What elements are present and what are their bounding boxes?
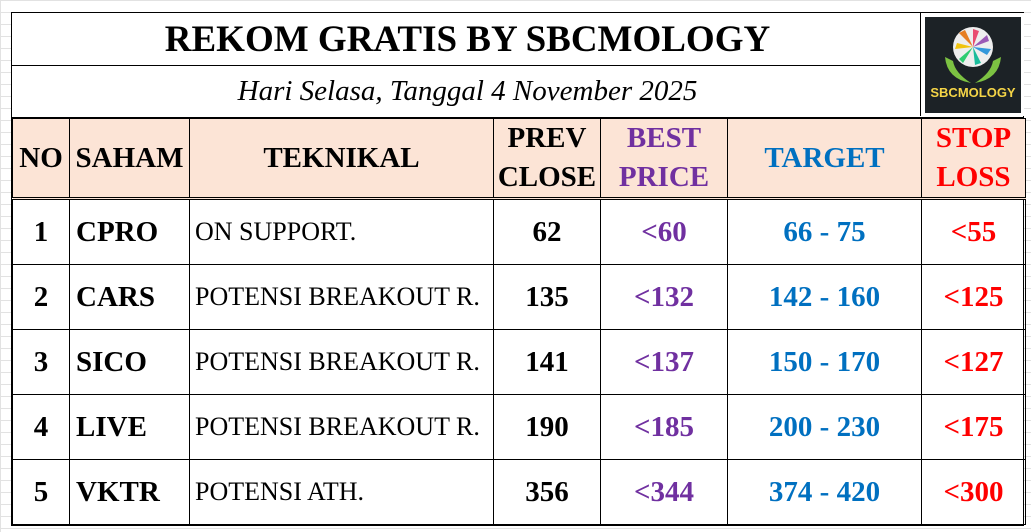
header-target: TARGET	[727, 118, 922, 200]
recommendation-sheet: REKOM GRATIS BY SBCMOLOGY Hari Selasa, T…	[11, 12, 1026, 526]
cell-prev-close: 190	[493, 394, 601, 460]
cell-saham: VKTR	[69, 459, 190, 525]
cell-prev-close: 356	[493, 459, 601, 525]
cell-saham: CARS	[69, 264, 190, 330]
cell-teknikal: ON SUPPORT.	[189, 198, 494, 265]
header-best-price: BEST PRICE	[600, 118, 728, 200]
logo-text: SBCMOLOGY	[930, 85, 1016, 100]
cell-prev-close: 135	[493, 264, 601, 330]
cell-stop-loss: <300	[921, 459, 1026, 525]
cell-stop-loss: <175	[921, 394, 1026, 460]
header-no: NO	[12, 118, 70, 200]
cell-target: 374 - 420	[727, 459, 922, 525]
header-prev-line2: CLOSE	[497, 161, 597, 193]
table-row: 3 SICO POTENSI BREAKOUT R. 141 <137 150 - 170…	[12, 329, 1026, 395]
cell-stop-loss: <55	[921, 198, 1026, 265]
header-stop-line2: LOSS	[936, 161, 1011, 193]
cell-saham: LIVE	[69, 394, 190, 460]
cell-teknikal: POTENSI BREAKOUT R.	[189, 394, 494, 460]
cell-stop-loss: <127	[921, 329, 1026, 395]
cell-teknikal: POTENSI BREAKOUT R.	[189, 329, 494, 395]
cell-teknikal: POTENSI ATH.	[189, 459, 494, 525]
cell-no: 4	[12, 394, 70, 460]
table-row: 2 CARS POTENSI BREAKOUT R. 135 <132 142 - 160…	[12, 264, 1026, 330]
cell-best-price: <137	[600, 329, 728, 395]
table-row: 4 LIVE POTENSI BREAKOUT R. 190 <185 200 - 230…	[12, 394, 1026, 460]
cell-best-price: <132	[600, 264, 728, 330]
cell-stop-loss: <125	[921, 264, 1026, 330]
sheet-date: Hari Selasa, Tanggal 4 November 2025	[12, 66, 1023, 118]
flower-hands-icon: SBCMOLOGY	[930, 26, 1016, 100]
header-stop-line1: STOP	[935, 122, 1012, 154]
recommendation-table: NO SAHAM TEKNIKAL PREV CLOSE BEST PRICE TA…	[12, 118, 1026, 525]
cell-saham: SICO	[69, 329, 190, 395]
cell-no: 5	[12, 459, 70, 525]
cell-target: 66 - 75	[727, 198, 922, 265]
cell-best-price: <344	[600, 459, 728, 525]
sheet-title: REKOM GRATIS BY SBCMOLOGY	[12, 13, 1023, 66]
cell-prev-close: 62	[493, 198, 601, 265]
cell-target: 200 - 230	[727, 394, 922, 460]
header-stop-loss: STOP LOSS	[921, 118, 1026, 200]
cell-target: 150 - 170	[727, 329, 922, 395]
header-teknikal: TEKNIKAL	[189, 118, 494, 200]
header-best-line2: PRICE	[618, 161, 710, 193]
cell-best-price: <185	[600, 394, 728, 460]
cell-target: 142 - 160	[727, 264, 922, 330]
cell-no: 3	[12, 329, 70, 395]
cell-no: 1	[12, 198, 70, 265]
cell-prev-close: 141	[493, 329, 601, 395]
table-row: 5 VKTR POTENSI ATH. 356 <344 374 - 420 <300	[12, 459, 1026, 525]
header-prev-close: PREV CLOSE	[493, 118, 601, 200]
header-row: NO SAHAM TEKNIKAL PREV CLOSE BEST PRICE TA…	[12, 118, 1026, 200]
table-row: 1 CPRO ON SUPPORT. 62 <60 66 - 75 <55	[12, 198, 1026, 265]
sbcmology-logo: SBCMOLOGY	[920, 13, 1024, 116]
cell-teknikal: POTENSI BREAKOUT R.	[189, 264, 494, 330]
header-saham: SAHAM	[69, 118, 190, 200]
header-best-line1: BEST	[626, 122, 702, 154]
header-prev-line1: PREV	[507, 122, 587, 154]
cell-saham: CPRO	[69, 198, 190, 265]
cell-no: 2	[12, 264, 70, 330]
cell-best-price: <60	[600, 198, 728, 265]
